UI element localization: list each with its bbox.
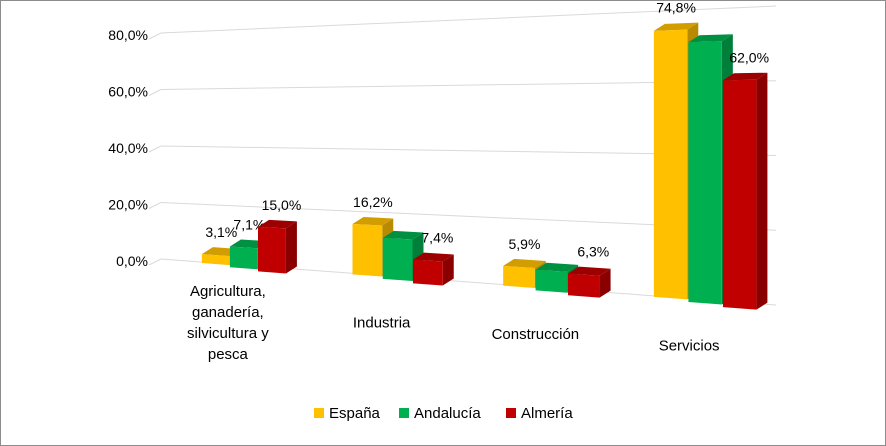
y-tick-label: 80,0% — [108, 27, 148, 43]
bar — [412, 259, 443, 286]
bar — [352, 223, 383, 277]
bar-top — [352, 216, 394, 226]
bar-top — [535, 262, 579, 272]
x-tick-label: Industria — [353, 314, 411, 331]
bar-top — [567, 266, 611, 276]
x-tick-line: Industria — [353, 314, 411, 331]
bar — [382, 237, 413, 282]
bar-side — [756, 72, 768, 310]
x-tick-line: ganadería, — [192, 304, 264, 321]
bar-side — [442, 254, 454, 286]
bar-top — [257, 219, 297, 229]
data-label: 3,1% — [205, 224, 237, 240]
bar — [722, 79, 757, 310]
bar-top — [382, 230, 424, 240]
bar — [257, 226, 286, 274]
bar-top — [688, 34, 733, 43]
x-tick-line: Agricultura, — [190, 283, 266, 300]
legend-swatch — [314, 408, 324, 418]
x-tick-label: Construcción — [492, 326, 580, 343]
x-tick-line: silvicultura y — [187, 325, 269, 342]
data-label: 16,2% — [353, 194, 393, 210]
legend-label: España — [329, 405, 381, 422]
gridline-depth — [148, 202, 162, 209]
x-tick-line: Construcción — [492, 326, 580, 343]
bar — [567, 273, 600, 298]
bar-side — [599, 268, 611, 298]
data-label: 6,3% — [577, 244, 609, 260]
data-label: 15,0% — [262, 197, 302, 213]
x-tick-label: Servicios — [659, 337, 720, 354]
data-label: 7,4% — [421, 230, 453, 246]
legend-label: Almería — [521, 405, 573, 422]
gridline-depth — [148, 32, 162, 40]
data-label: 74,8% — [656, 1, 696, 16]
legend-label: Andalucía — [414, 405, 481, 422]
gridline — [160, 5, 777, 34]
y-tick-label: 40,0% — [108, 140, 148, 156]
bar — [535, 269, 568, 293]
bar — [688, 41, 722, 305]
data-label: 62,0% — [729, 50, 769, 66]
x-tick-label: Agricultura, ganadería, silvicultura y pesc… — [187, 283, 269, 363]
bar — [653, 29, 688, 300]
legend-swatch — [506, 408, 516, 418]
gridline-depth — [148, 89, 162, 96]
gridline-depth — [148, 258, 162, 266]
bar-top — [503, 258, 546, 269]
y-tick-label: 0,0% — [116, 253, 148, 269]
bar-top — [653, 22, 699, 31]
gridline-depth — [148, 145, 162, 153]
bar — [503, 265, 535, 288]
y-tick-label: 20,0% — [108, 197, 148, 213]
bar-top — [412, 252, 454, 262]
y-tick-label: 60,0% — [108, 84, 148, 100]
legend-swatch — [399, 408, 409, 418]
x-tick-line: pesca — [208, 346, 249, 363]
bar-top — [722, 72, 768, 81]
data-label: 5,9% — [509, 236, 541, 252]
bar — [201, 254, 230, 266]
x-tick-line: Servicios — [659, 337, 720, 354]
bar — [229, 246, 258, 270]
data-label: 7,1% — [233, 216, 265, 232]
bar-side — [285, 221, 297, 274]
